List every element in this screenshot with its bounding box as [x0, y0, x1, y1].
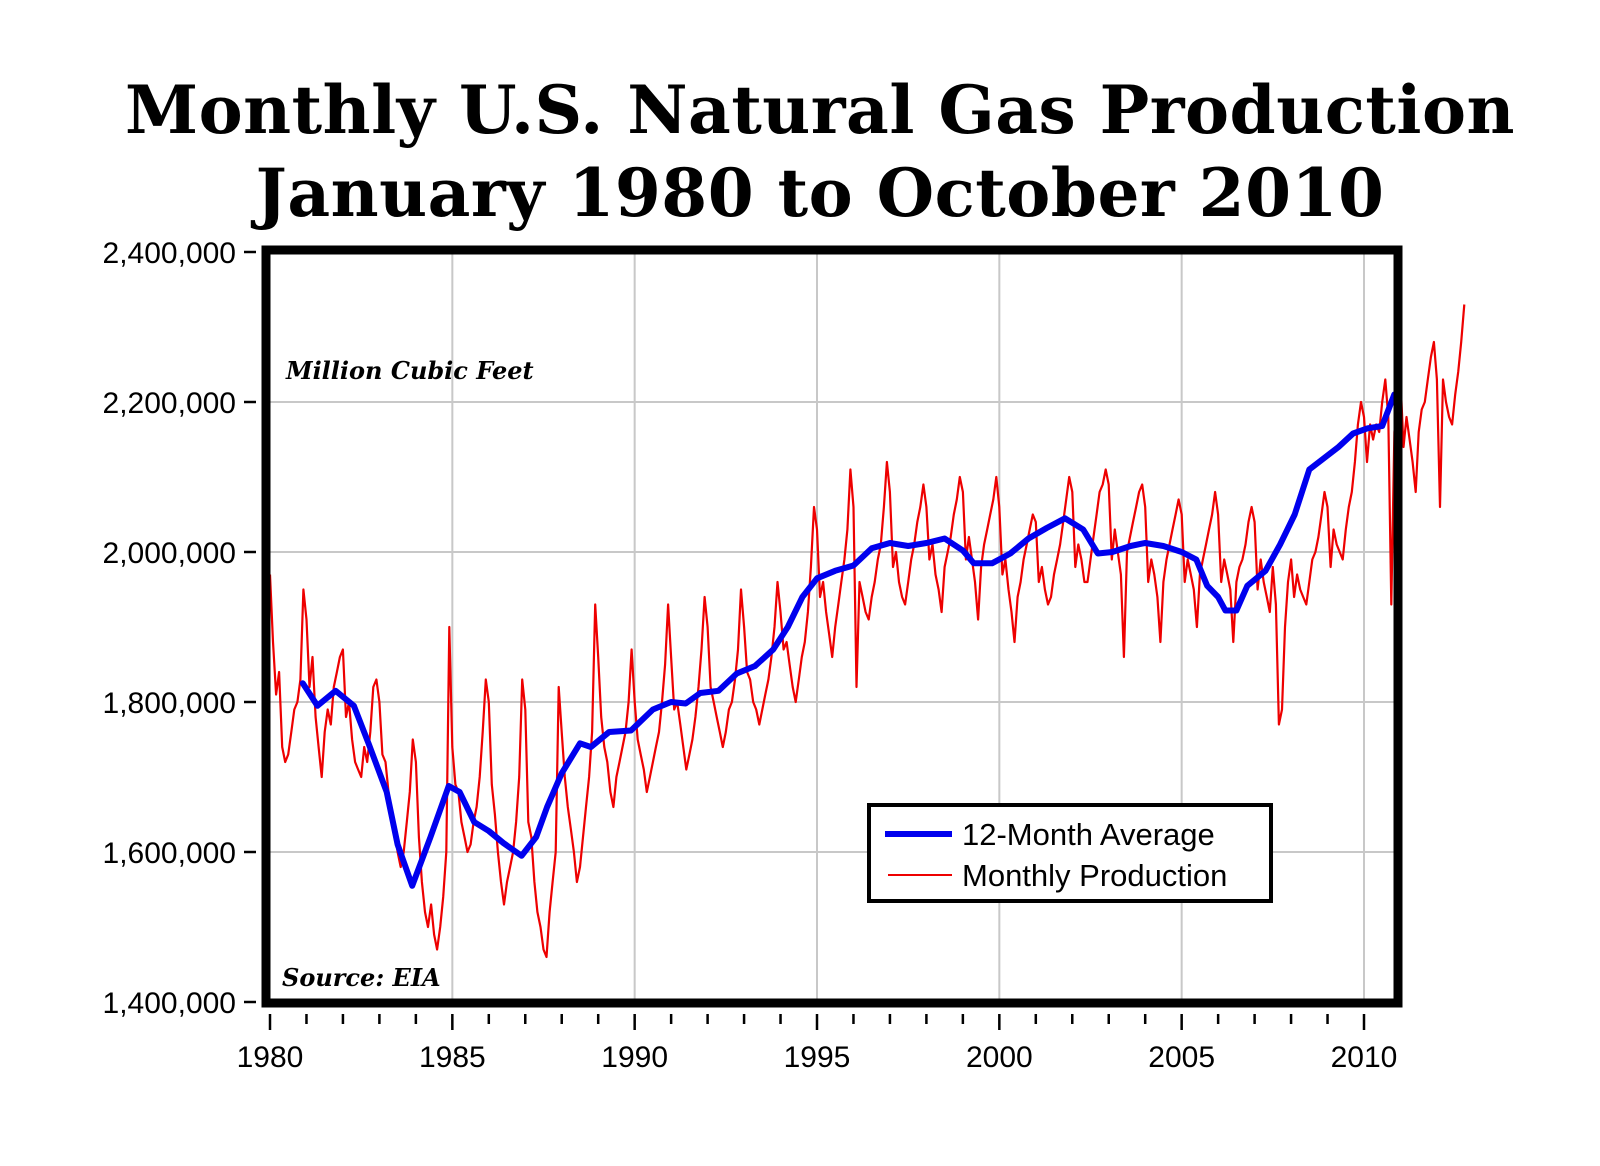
x-tick-label: 2005: [1148, 1041, 1215, 1074]
y-tick-label: 1,400,000: [103, 987, 236, 1020]
y-tick-label: 2,400,000: [103, 237, 236, 270]
x-tick-label: 1995: [784, 1041, 851, 1074]
legend: 12-Month Average Monthly Production: [867, 803, 1273, 903]
x-tick-label: 1985: [419, 1041, 486, 1074]
y-tick-label: 1,800,000: [103, 687, 236, 720]
series-layer: [268, 304, 1466, 959]
plot-frame: [261, 245, 1403, 1008]
legend-label-monthly: Monthly Production: [962, 858, 1227, 893]
x-axis: 1980 1985 1990 1995 2000 2005 2010: [237, 1014, 1398, 1074]
source-annotation: Source: EIA: [282, 963, 441, 992]
y-tick-label: 2,000,000: [103, 537, 236, 570]
y-tick-label: 1,600,000: [103, 837, 236, 870]
series-monthly-production: [268, 304, 1466, 959]
x-tick-label: 1990: [601, 1041, 668, 1074]
series-12-month-average: [299, 391, 1398, 889]
chart-title: Monthly U.S. Natural Gas Production: [125, 71, 1515, 149]
x-tick-label: 2000: [966, 1041, 1033, 1074]
gridlines: [270, 254, 1394, 999]
chart-subtitle: January 1980 to October 2010: [251, 154, 1385, 232]
y-axis: 1,400,000 1,600,000 1,800,000 2,000,000 2,20…: [103, 237, 256, 1020]
x-tick-label: 1980: [237, 1041, 304, 1074]
legend-label-average: 12-Month Average: [962, 817, 1215, 852]
unit-annotation: Million Cubic Feet: [285, 356, 534, 385]
y-tick-label: 2,200,000: [103, 387, 236, 420]
legend-box: [867, 803, 1273, 903]
x-tick-label: 2010: [1331, 1041, 1398, 1074]
